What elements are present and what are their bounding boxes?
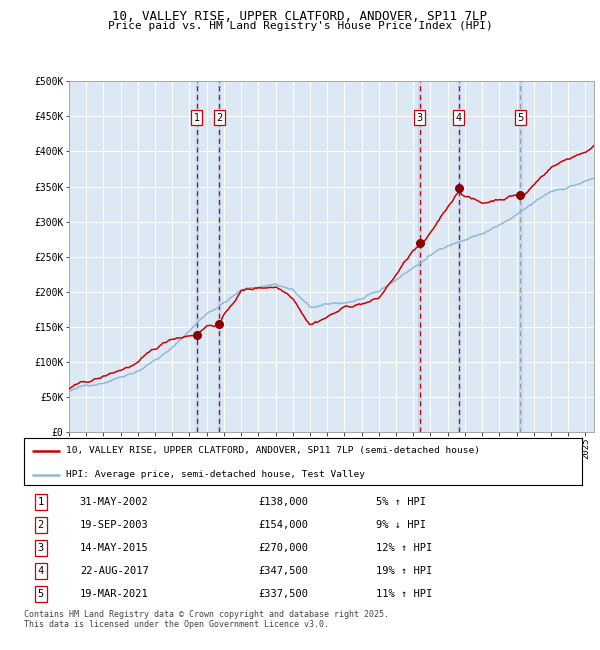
Text: £138,000: £138,000 — [259, 497, 308, 506]
Text: 1: 1 — [38, 497, 44, 506]
Text: 3: 3 — [38, 543, 44, 553]
Bar — [458, 81, 460, 432]
Bar — [218, 81, 220, 432]
Text: £337,500: £337,500 — [259, 590, 308, 599]
Text: 3: 3 — [416, 112, 422, 123]
Text: £154,000: £154,000 — [259, 520, 308, 530]
Text: Contains HM Land Registry data © Crown copyright and database right 2025.
This d: Contains HM Land Registry data © Crown c… — [24, 610, 389, 629]
Text: 2: 2 — [38, 520, 44, 530]
Bar — [519, 81, 521, 432]
Text: 10, VALLEY RISE, UPPER CLATFORD, ANDOVER, SP11 7LP: 10, VALLEY RISE, UPPER CLATFORD, ANDOVER… — [113, 10, 487, 23]
Text: 19% ↑ HPI: 19% ↑ HPI — [376, 566, 432, 576]
Text: 11% ↑ HPI: 11% ↑ HPI — [376, 590, 432, 599]
Text: 5: 5 — [517, 112, 523, 123]
Text: 12% ↑ HPI: 12% ↑ HPI — [376, 543, 432, 553]
Text: 9% ↓ HPI: 9% ↓ HPI — [376, 520, 425, 530]
Text: 5: 5 — [38, 590, 44, 599]
Text: HPI: Average price, semi-detached house, Test Valley: HPI: Average price, semi-detached house,… — [66, 470, 365, 479]
Text: Price paid vs. HM Land Registry's House Price Index (HPI): Price paid vs. HM Land Registry's House … — [107, 21, 493, 31]
Text: 5% ↑ HPI: 5% ↑ HPI — [376, 497, 425, 506]
Text: 4: 4 — [455, 112, 462, 123]
Text: 1: 1 — [194, 112, 200, 123]
Text: 4: 4 — [38, 566, 44, 576]
Text: £270,000: £270,000 — [259, 543, 308, 553]
Text: £347,500: £347,500 — [259, 566, 308, 576]
Text: 31-MAY-2002: 31-MAY-2002 — [80, 497, 149, 506]
Text: 19-SEP-2003: 19-SEP-2003 — [80, 520, 149, 530]
Text: 2: 2 — [216, 112, 222, 123]
Bar — [196, 81, 198, 432]
Text: 22-AUG-2017: 22-AUG-2017 — [80, 566, 149, 576]
Bar — [418, 81, 421, 432]
Text: 19-MAR-2021: 19-MAR-2021 — [80, 590, 149, 599]
Text: 14-MAY-2015: 14-MAY-2015 — [80, 543, 149, 553]
Text: 10, VALLEY RISE, UPPER CLATFORD, ANDOVER, SP11 7LP (semi-detached house): 10, VALLEY RISE, UPPER CLATFORD, ANDOVER… — [66, 447, 480, 455]
